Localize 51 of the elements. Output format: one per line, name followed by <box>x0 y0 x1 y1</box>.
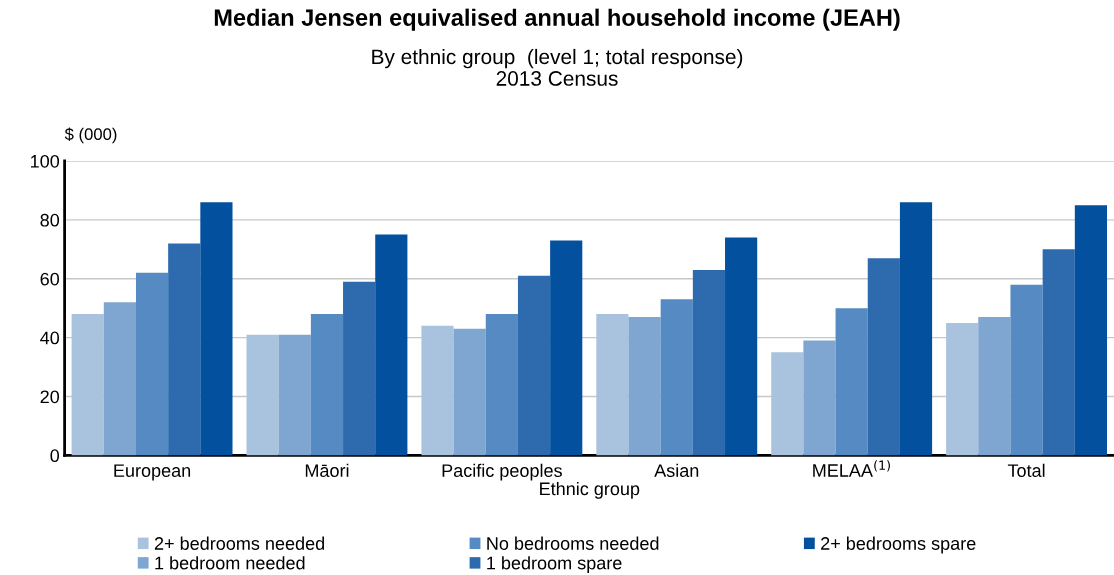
bar <box>1074 205 1107 456</box>
y-tick-label: 80 <box>40 213 60 227</box>
legend-label: 2+ bedrooms needed <box>154 536 324 550</box>
bar <box>246 334 279 456</box>
y-tick-label: 60 <box>40 272 60 286</box>
x-axis-title: Ethnic group <box>540 481 640 499</box>
x-tick-label: Total <box>1007 463 1045 477</box>
bar <box>200 202 233 456</box>
y-axis-title: $ (000) <box>64 127 117 144</box>
y-tick-label: 100 <box>31 154 60 168</box>
y-tick-label: 20 <box>40 390 60 404</box>
bar <box>835 308 868 456</box>
bar <box>771 352 804 456</box>
bar <box>899 202 933 456</box>
bar <box>946 322 979 456</box>
bar <box>310 314 344 456</box>
chart-title: Median Jensen equivalised annual household income (JEAH) <box>214 8 900 31</box>
legend-label: 1 bedroom spare <box>487 556 622 573</box>
bar <box>867 258 900 456</box>
bar <box>692 269 726 456</box>
bar <box>103 302 136 456</box>
x-tick-label: Asian <box>654 463 699 477</box>
bar <box>1042 249 1075 456</box>
bar <box>550 240 583 456</box>
x-tick-label: European <box>114 464 191 481</box>
bar <box>135 272 169 456</box>
bar <box>375 234 408 456</box>
bar <box>278 334 311 456</box>
bar <box>1010 284 1043 456</box>
y-tick-label: 40 <box>40 331 60 345</box>
x-tick-label: MELAA$^{(1)}$ <box>813 460 890 477</box>
legend-label: No bedrooms needed <box>487 536 659 550</box>
bar <box>421 325 454 456</box>
chart-subtitle: By ethnic group (level 1; total response) 2013 Census <box>372 48 743 86</box>
legend-label: 1 bedroom needed <box>155 556 305 570</box>
x-tick-label: Māori <box>305 463 349 477</box>
bar <box>803 340 836 456</box>
bar <box>660 299 693 456</box>
bar <box>596 314 629 456</box>
bar <box>485 314 518 456</box>
bar <box>517 275 551 456</box>
bar <box>343 281 376 456</box>
bar <box>628 317 661 456</box>
bar <box>71 314 104 456</box>
bar <box>725 237 758 456</box>
bar <box>453 328 486 456</box>
legend-label: 2+ bedrooms spare <box>821 536 976 554</box>
bar <box>978 317 1011 456</box>
y-tick-label: 0 <box>50 449 60 463</box>
bar <box>168 243 201 456</box>
x-tick-label: Pacific peoples <box>442 463 562 481</box>
